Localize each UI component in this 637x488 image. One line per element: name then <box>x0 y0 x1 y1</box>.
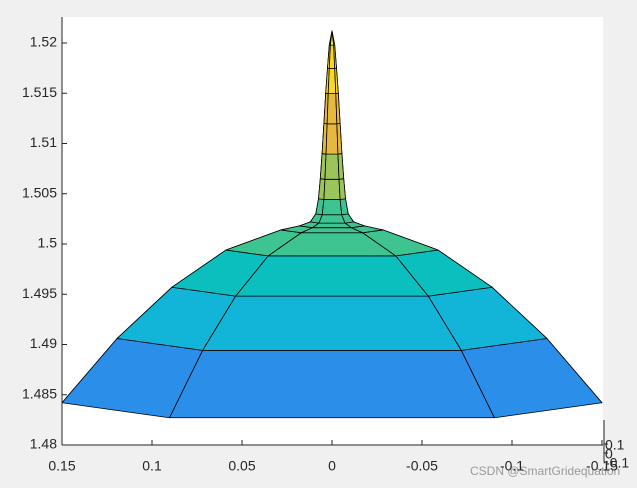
surface-patch <box>235 255 429 297</box>
y-tick-label: -0.1 <box>605 455 629 471</box>
z-tick-label: 1.52 <box>30 34 57 50</box>
surface <box>61 30 603 419</box>
watermark: CSDN @SmartGridequation <box>470 464 620 478</box>
surface-patch <box>321 199 343 216</box>
surface-patch <box>331 30 336 46</box>
surface-patch <box>323 178 341 200</box>
z-tick-label: 1.5 <box>38 235 58 251</box>
x-tick-label: -0.05 <box>406 458 438 474</box>
y-tick-label: 0.1 <box>605 437 625 453</box>
z-tick-label: 1.495 <box>22 285 57 301</box>
surface-patch <box>202 295 462 351</box>
z-tick-label: 1.48 <box>30 436 57 452</box>
y-tick-label: 0 <box>605 446 613 462</box>
surface-patch <box>169 349 495 419</box>
x-tick-label: -0.15 <box>586 458 618 474</box>
surface-patch <box>326 93 338 125</box>
x-tick-label: 0.1 <box>142 458 162 474</box>
surface-patch <box>318 214 346 224</box>
surface-patch <box>324 153 340 180</box>
surface-patch <box>325 123 339 155</box>
z-tick-label: 1.51 <box>30 134 57 150</box>
z-tick-label: 1.505 <box>22 184 57 200</box>
x-tick-label: -0.1 <box>500 458 524 474</box>
x-tick-label: 0.05 <box>228 458 255 474</box>
z-tick-label: 1.515 <box>22 84 57 100</box>
x-tick-label: 0.15 <box>48 458 75 474</box>
z-tick-label: 1.49 <box>30 335 57 351</box>
x-tick-label: 0 <box>328 458 336 474</box>
z-tick-label: 1.485 <box>22 385 57 401</box>
